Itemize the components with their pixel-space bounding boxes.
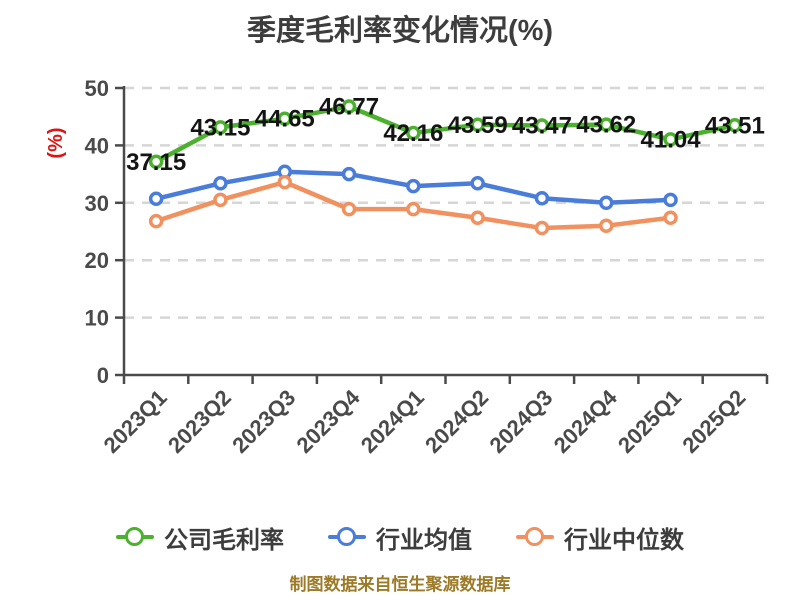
- series-industry-median: [148, 174, 678, 236]
- chart-title: 季度毛利率变化情况(%): [246, 15, 554, 47]
- point-industry-mean-2023Q4[interactable]: [341, 166, 357, 182]
- legend-label: 公司毛利率: [164, 526, 284, 554]
- point-industry-median-2024Q4[interactable]: [599, 218, 614, 234]
- data-label-company-gross-margin-2024Q3: 43.47: [512, 112, 572, 139]
- data-label-company-gross-margin-2023Q1: 37.15: [126, 149, 186, 176]
- legend-line-dot-icon: [116, 527, 154, 547]
- x-tick-label-2023Q3: 2023Q3: [227, 385, 300, 458]
- point-company-gross-margin-2025Q2[interactable]: [727, 118, 743, 133]
- legend-item-industry-mean[interactable]: 行业均值: [328, 520, 472, 555]
- point-industry-mean-2024Q1[interactable]: [406, 178, 421, 194]
- series-line-company-gross-margin: [153, 104, 738, 165]
- x-tick-label-2023Q4: 2023Q4: [292, 384, 366, 458]
- point-industry-mean-2024Q2[interactable]: [470, 176, 485, 191]
- point-industry-median-2025Q1[interactable]: [663, 210, 678, 225]
- data-label-company-gross-margin-2024Q4: 43.62: [576, 112, 636, 139]
- legend-item-industry-median[interactable]: 行业中位数: [516, 520, 684, 555]
- point-company-gross-margin-2025Q1[interactable]: [663, 132, 678, 147]
- y-axis-labels: 0 10 20 30 40 50: [85, 76, 109, 388]
- point-company-gross-margin-2024Q1[interactable]: [406, 125, 421, 141]
- data-label-company-gross-margin-2025Q1: 41.04: [641, 126, 702, 153]
- point-industry-median-2023Q1[interactable]: [148, 213, 164, 229]
- point-company-gross-margin-2024Q4[interactable]: [599, 117, 614, 132]
- point-industry-median-2023Q2[interactable]: [213, 192, 228, 208]
- point-company-gross-margin-2023Q1[interactable]: [148, 154, 164, 170]
- point-industry-median-2024Q2[interactable]: [470, 210, 485, 225]
- y-tick-label-40: 40: [85, 133, 109, 158]
- series-industry-mean: [148, 164, 678, 211]
- y-tick-label-30: 30: [85, 191, 109, 216]
- point-industry-median-2023Q4[interactable]: [341, 201, 357, 217]
- point-company-gross-margin-2024Q3[interactable]: [534, 118, 550, 133]
- data-label-company-gross-margin-2023Q4: 46.77: [319, 94, 379, 121]
- point-industry-mean-2023Q1[interactable]: [148, 191, 164, 207]
- data-label-company-gross-margin-2024Q2: 43.59: [448, 112, 508, 139]
- y-axis-unit-label: (%): [45, 127, 67, 158]
- x-tick-label-2024Q3: 2024Q3: [484, 385, 557, 458]
- legend: 公司毛利率 行业均值 行业中位数: [0, 518, 800, 556]
- x-tick-label-2024Q4: 2024Q4: [549, 384, 623, 458]
- point-industry-mean-2023Q2[interactable]: [213, 176, 228, 191]
- data-label-company-gross-margin-2023Q2: 43.15: [190, 114, 250, 141]
- series-company-gross-margin: [148, 99, 743, 170]
- data-label-company-gross-margin-2024Q1: 42.16: [383, 120, 443, 147]
- y-tick-label-0: 0: [97, 363, 109, 388]
- x-tick-label-2025Q2: 2025Q2: [677, 385, 750, 458]
- point-industry-median-2024Q1[interactable]: [406, 201, 421, 217]
- point-company-gross-margin-2023Q3[interactable]: [277, 111, 292, 126]
- legend-line-dot-icon: [328, 527, 366, 547]
- data-label-company-gross-margin-2023Q3: 44.65: [255, 106, 315, 133]
- x-axis-labels: 2023Q12023Q22023Q32023Q42024Q12024Q22024…: [99, 384, 751, 458]
- x-tick-label-2025Q1: 2025Q1: [613, 385, 686, 458]
- point-industry-median-2023Q3[interactable]: [277, 174, 292, 190]
- legend-line-dot-icon: [516, 527, 554, 547]
- y-tick-label-10: 10: [85, 306, 109, 331]
- y-tick-label-50: 50: [85, 76, 109, 101]
- point-company-gross-margin-2023Q2[interactable]: [213, 120, 228, 135]
- point-company-gross-margin-2024Q2[interactable]: [470, 117, 485, 133]
- point-industry-mean-2024Q4[interactable]: [599, 195, 614, 211]
- y-tick-label-20: 20: [85, 248, 109, 273]
- point-company-gross-margin-2023Q4[interactable]: [341, 99, 357, 114]
- x-tick-label-2023Q1: 2023Q1: [99, 385, 172, 458]
- legend-item-company-gross-margin[interactable]: 公司毛利率: [116, 520, 284, 555]
- point-industry-median-2024Q3[interactable]: [534, 220, 550, 236]
- data-label-company-gross-margin-2025Q2: 43.51: [705, 112, 765, 139]
- point-industry-mean-2025Q1[interactable]: [663, 192, 678, 208]
- x-tick-label-2024Q1: 2024Q1: [356, 385, 429, 458]
- data-source-note: 制图数据来自恒生聚源数据库: [289, 575, 511, 594]
- legend-label: 行业中位数: [564, 526, 684, 554]
- point-industry-mean-2024Q3[interactable]: [534, 190, 550, 206]
- x-tick-label-2024Q2: 2024Q2: [420, 385, 493, 458]
- x-tick-label-2023Q2: 2023Q2: [163, 385, 236, 458]
- legend-label: 行业均值: [376, 526, 472, 554]
- axis-ticks: [115, 86, 769, 384]
